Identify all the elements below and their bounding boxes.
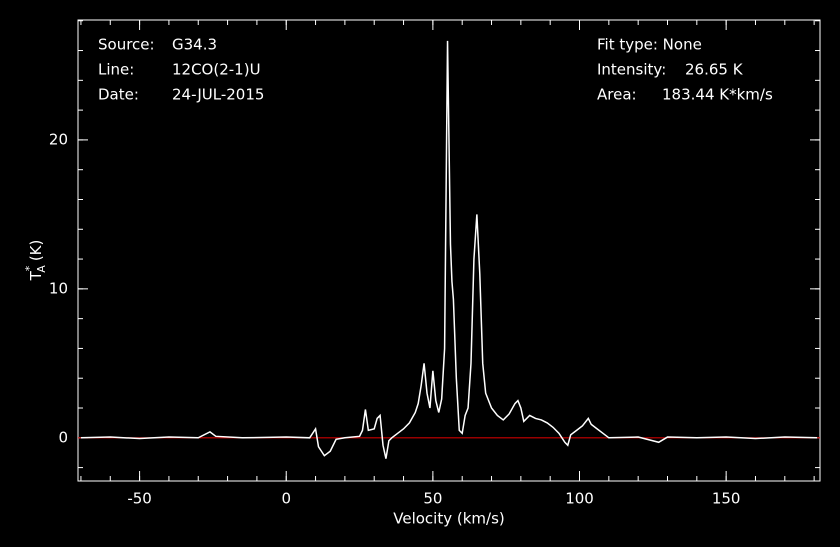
x-tick-label: 0: [281, 490, 291, 508]
y-label-main: T: [27, 270, 45, 281]
header-key: Fit type: None: [597, 36, 702, 54]
y-label-sub: A: [35, 265, 48, 273]
y-tick-label: 0: [58, 428, 68, 446]
header-key: Line:: [98, 61, 134, 79]
spectrum-line: [80, 40, 818, 459]
header-value: 12CO(2-1)U: [172, 61, 261, 79]
y-label-sup: *: [23, 265, 36, 271]
y-axis-label: T*A (K): [23, 240, 48, 282]
header-key: Source:: [98, 36, 155, 54]
x-tick-label: 100: [565, 490, 594, 508]
header-value: 183.44 K*km/s: [662, 86, 773, 104]
header-value: 26.65 K: [685, 61, 744, 79]
y-label-unit: (K): [27, 240, 45, 262]
x-tick-label: -50: [127, 490, 152, 508]
plot-frame: [77, 19, 821, 482]
header-value: 24-JUL-2015: [172, 86, 264, 104]
y-tick-label: 20: [49, 130, 68, 148]
x-axis-label: Velocity (km/s): [393, 510, 504, 528]
header-value: G34.3: [172, 36, 217, 54]
y-tick-label: 10: [49, 279, 68, 297]
header-key: Intensity:: [597, 61, 666, 79]
header-key: Area:: [597, 86, 637, 104]
header-key: Date:: [98, 86, 139, 104]
x-tick-label: 50: [423, 490, 442, 508]
x-tick-label: 150: [712, 490, 741, 508]
